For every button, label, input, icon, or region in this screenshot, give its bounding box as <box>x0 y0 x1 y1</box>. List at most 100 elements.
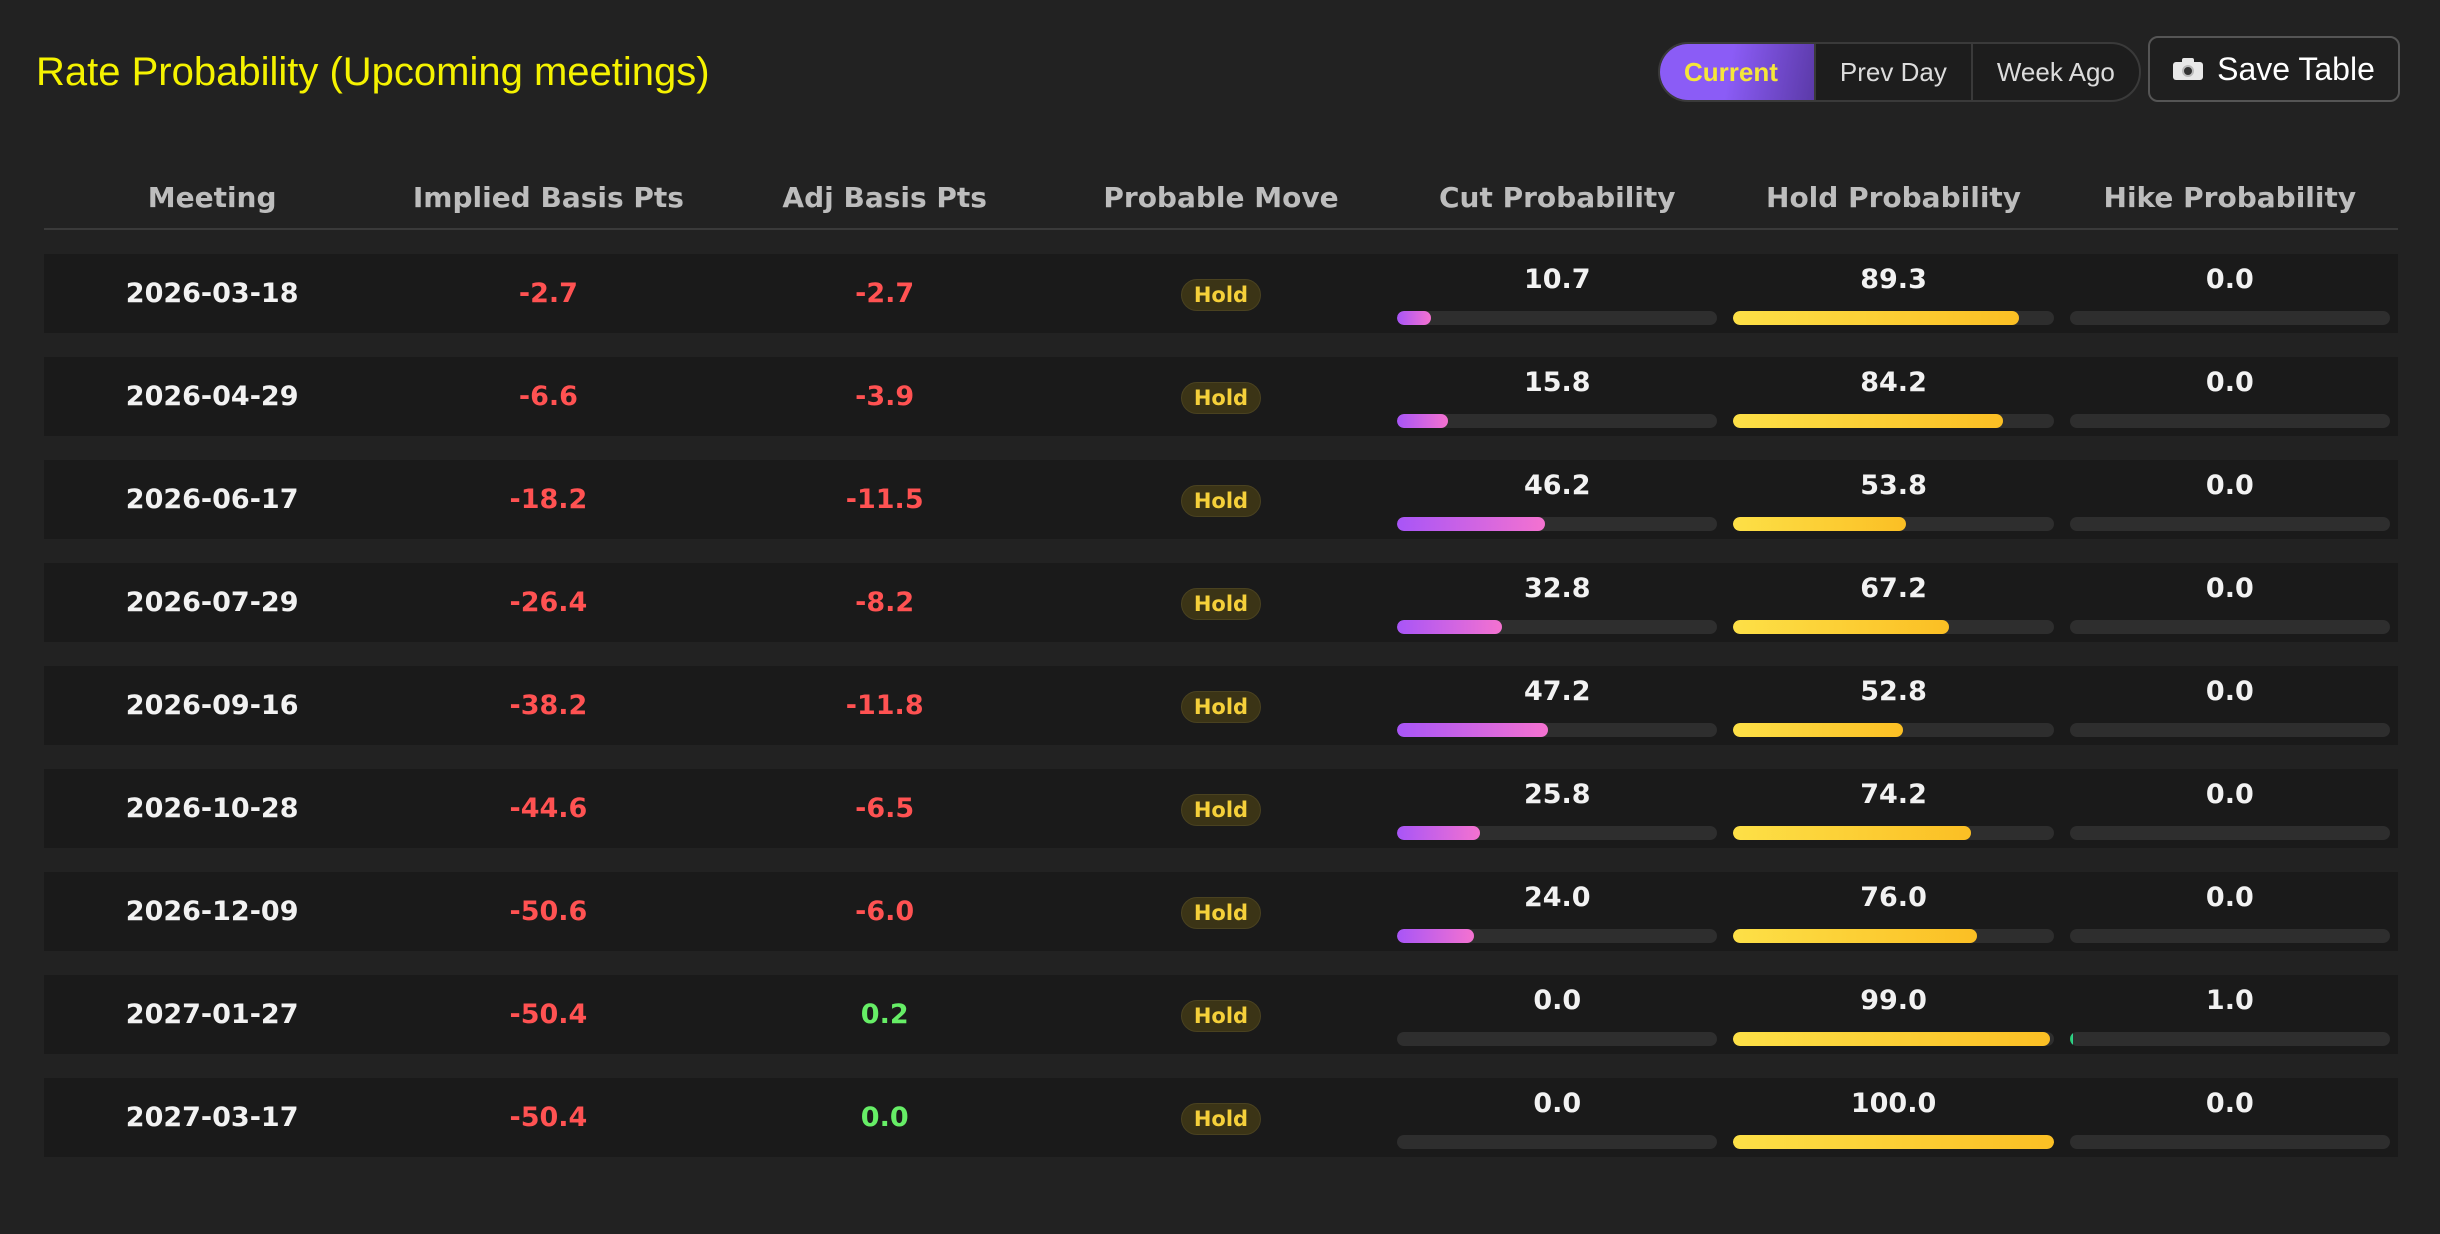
hold-probability-bar-fill <box>1733 826 1972 840</box>
header-adj-basis-pts[interactable]: Adj Basis Pts <box>782 180 987 214</box>
hike-probability: 0.0 <box>2062 1078 2398 1157</box>
meeting-date: 2026-07-29 <box>125 587 299 618</box>
meeting-date: 2026-09-16 <box>125 690 299 721</box>
hold-probability-value: 99.0 <box>1860 985 1927 1016</box>
status-badge: Hold <box>1180 793 1262 826</box>
header-probable-move[interactable]: Probable Move <box>1103 180 1339 214</box>
implied-basis-pts: -26.4 <box>509 587 588 618</box>
hold-probability-bar-fill <box>1733 1032 2051 1046</box>
cut-probability: 32.8 <box>1389 563 1725 642</box>
hike-probability: 0.0 <box>2062 872 2398 951</box>
header-cut-probability[interactable]: Cut Probability <box>1438 180 1676 214</box>
hike-probability-bar <box>2069 620 2390 634</box>
rate-probability-table: Meeting Implied Basis Pts Adj Basis Pts … <box>44 166 2398 1181</box>
hike-probability-bar <box>2069 723 2390 737</box>
header-meeting[interactable]: Meeting <box>147 180 277 214</box>
header-implied-basis-pts[interactable]: Implied Basis Pts <box>412 180 684 214</box>
hike-probability: 0.0 <box>2062 769 2398 848</box>
cut-probability: 15.8 <box>1389 357 1725 436</box>
cut-probability-bar-fill <box>1397 826 1480 840</box>
hike-probability-bar <box>2069 929 2390 943</box>
hike-probability: 0.0 <box>2062 460 2398 539</box>
hike-probability-value: 0.0 <box>2205 1088 2254 1119</box>
table-header: Meeting Implied Basis Pts Adj Basis Pts … <box>44 166 2398 230</box>
probable-move: Hold <box>1053 1078 1389 1157</box>
hold-probability-bar <box>1733 826 2054 840</box>
adj-basis-pts: -2.7 <box>855 278 915 309</box>
probable-move: Hold <box>1053 357 1389 436</box>
status-badge: Hold <box>1180 896 1262 929</box>
status-badge: Hold <box>1180 381 1262 414</box>
cut-probability: 10.7 <box>1389 254 1725 333</box>
meeting-date: 2026-12-09 <box>125 896 299 927</box>
meeting-date: 2027-01-27 <box>125 999 299 1030</box>
adj-basis-pts: -11.8 <box>845 690 924 721</box>
cut-probability-bar <box>1397 1032 1718 1046</box>
hike-probability-value: 0.0 <box>2205 676 2254 707</box>
table-row: 2027-03-17 -50.4 0.0 Hold 0.0 100.0 0.0 <box>44 1078 2398 1157</box>
cut-probability: 24.0 <box>1389 872 1725 951</box>
hike-probability-bar <box>2069 826 2390 840</box>
status-badge: Hold <box>1180 278 1262 311</box>
save-table-label: Save Table <box>2217 50 2375 87</box>
adj-basis-pts: 0.0 <box>860 1102 909 1133</box>
toggle-current-button[interactable]: Current <box>1660 44 1816 100</box>
meeting-date: 2026-06-17 <box>125 484 299 515</box>
table-row: 2027-01-27 -50.4 0.2 Hold 0.0 99.0 1.0 <box>44 975 2398 1054</box>
hold-probability-bar-fill <box>1733 414 2004 428</box>
implied-basis-pts: -6.6 <box>518 381 578 412</box>
cut-probability-bar <box>1397 826 1718 840</box>
hold-probability-value: 53.8 <box>1860 470 1927 501</box>
hold-probability: 52.8 <box>1725 666 2061 745</box>
hold-probability-bar-fill <box>1733 311 2020 325</box>
cut-probability: 47.2 <box>1389 666 1725 745</box>
header-hike-probability[interactable]: Hike Probability <box>2103 180 2357 214</box>
hold-probability-value: 67.2 <box>1860 573 1927 604</box>
cut-probability-value: 24.0 <box>1523 882 1591 913</box>
view-toggle: Current Prev Day Week Ago <box>1658 42 2141 102</box>
header-hold-probability[interactable]: Hold Probability <box>1766 180 2022 214</box>
hike-probability-value: 0.0 <box>2205 470 2254 501</box>
hold-probability-bar <box>1733 929 2054 943</box>
meeting-date: 2026-03-18 <box>125 278 299 309</box>
table-row: 2026-07-29 -26.4 -8.2 Hold 32.8 67.2 0.0 <box>44 563 2398 642</box>
hike-probability: 0.0 <box>2062 666 2398 745</box>
hike-probability: 0.0 <box>2062 254 2398 333</box>
hold-probability: 76.0 <box>1725 872 2061 951</box>
hold-probability: 74.2 <box>1725 769 2061 848</box>
toggle-prev-day-button[interactable]: Prev Day <box>1816 44 1973 100</box>
cut-probability-bar-fill <box>1397 620 1503 634</box>
cut-probability: 0.0 <box>1389 975 1725 1054</box>
meeting-date: 2026-10-28 <box>125 793 299 824</box>
cut-probability-value: 0.0 <box>1533 1088 1582 1119</box>
cut-probability-bar-fill <box>1397 929 1474 943</box>
table-row: 2026-09-16 -38.2 -11.8 Hold 47.2 52.8 0.0 <box>44 666 2398 745</box>
cut-probability: 0.0 <box>1389 1078 1725 1157</box>
status-badge: Hold <box>1180 1102 1262 1135</box>
implied-basis-pts: -44.6 <box>509 793 588 824</box>
hike-probability-value: 1.0 <box>2205 985 2254 1016</box>
cut-probability: 46.2 <box>1389 460 1725 539</box>
probable-move: Hold <box>1053 769 1389 848</box>
save-table-button[interactable]: Save Table <box>2148 36 2400 102</box>
implied-basis-pts: -50.4 <box>509 1102 588 1133</box>
implied-basis-pts: -50.4 <box>509 999 588 1030</box>
table-body: 2026-03-18 -2.7 -2.7 Hold 10.7 89.3 0.0 2026-04… <box>44 254 2398 1157</box>
cut-probability-bar-fill <box>1397 311 1432 325</box>
hold-probability: 84.2 <box>1725 357 2061 436</box>
hold-probability-bar-fill <box>1733 723 1903 737</box>
meeting-date: 2027-03-17 <box>125 1102 299 1133</box>
cut-probability-bar <box>1397 311 1718 325</box>
implied-basis-pts: -18.2 <box>509 484 588 515</box>
hold-probability-value: 52.8 <box>1860 676 1927 707</box>
hold-probability-bar <box>1733 1135 2054 1149</box>
hold-probability-value: 100.0 <box>1850 1088 1937 1119</box>
hold-probability-value: 89.3 <box>1860 264 1927 295</box>
camera-icon <box>2173 58 2204 80</box>
toggle-week-ago-button[interactable]: Week Ago <box>1996 57 2115 87</box>
hold-probability-bar-fill <box>1733 929 1977 943</box>
meeting-date: 2026-04-29 <box>125 381 299 412</box>
hike-probability-bar <box>2069 1032 2390 1046</box>
hold-probability-value: 84.2 <box>1860 367 1927 398</box>
cut-probability-bar <box>1397 723 1718 737</box>
